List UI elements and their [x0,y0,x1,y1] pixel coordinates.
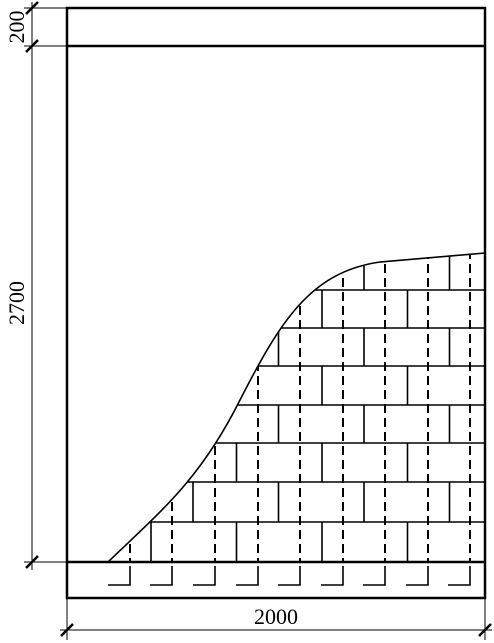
dim-tick [25,555,39,569]
dim-height: 2700 [4,281,29,325]
base-mark [363,566,386,586]
base-mark [321,566,344,586]
brick-fill [108,253,485,562]
dim-width: 2000 [254,604,298,629]
dim-top: 200 [4,11,29,44]
frame [65,6,487,600]
base-mark [448,566,471,586]
dim-tick [60,623,74,637]
wall-outline [107,252,486,563]
base-mark [406,566,429,586]
dim-tick [478,623,492,637]
dim-tick [25,1,39,15]
base-mark [108,566,131,586]
base-mark [278,566,301,586]
dim-tick [25,39,39,53]
base-marks [108,566,471,586]
base-mark [193,566,216,586]
base-mark [150,566,173,586]
base-mark [236,566,259,586]
